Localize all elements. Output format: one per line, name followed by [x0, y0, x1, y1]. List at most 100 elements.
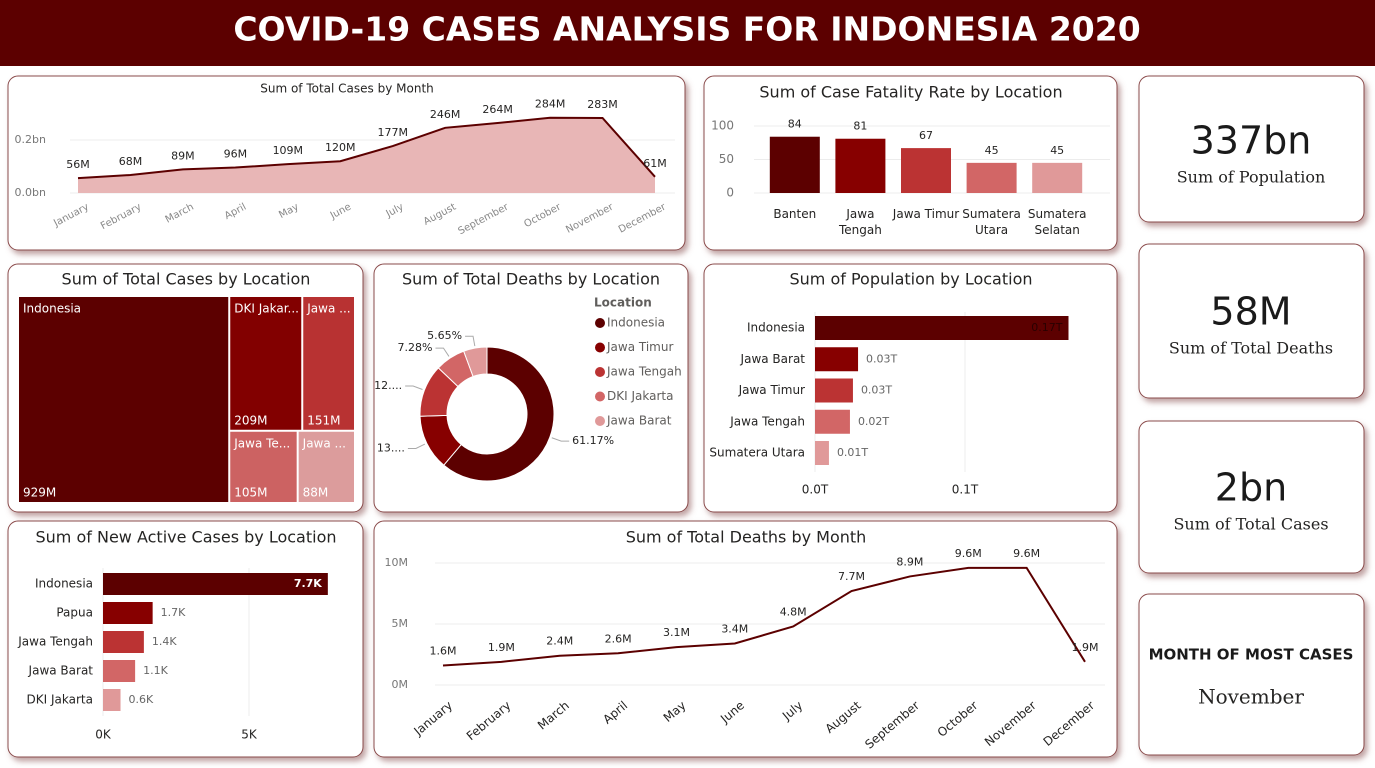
card — [1138, 420, 1365, 574]
dashboard-title: COVID-19 CASES ANALYSIS FOR INDONESIA 20… — [233, 10, 1140, 49]
data-label: 84 — [788, 118, 802, 131]
legend-label: Indonesia — [607, 316, 665, 330]
data-label: 1.4K — [152, 635, 177, 648]
x-tick-label: 0.0T — [802, 483, 829, 497]
treemap-label: Jawa ... — [302, 436, 346, 450]
data-label: 151M — [307, 413, 340, 427]
legend-swatch — [595, 318, 605, 328]
card-label: Sum of Total Cases — [1173, 515, 1328, 534]
bar — [815, 316, 1069, 340]
x-tick-label-box: Jawa Tengah — [838, 207, 882, 237]
legend-label: Jawa Timur — [606, 340, 673, 354]
y-tick-label: DKI Jakarta — [27, 693, 93, 707]
data-label: 2.4M — [546, 635, 573, 648]
y-tick-label: 50 — [719, 152, 734, 166]
legend-title: Location — [594, 296, 652, 310]
data-label: 56M — [66, 158, 90, 171]
data-label: 3.4M — [721, 623, 748, 636]
card-label: MONTH OF MOST CASES — [1149, 646, 1354, 664]
panel — [373, 520, 1118, 758]
data-label: 61M — [643, 157, 667, 170]
treemap-label: Indonesia — [23, 302, 81, 316]
data-label: 1.7K — [161, 606, 186, 619]
data-label: 0.02T — [858, 415, 889, 428]
treemap-label: DKI Jakar... — [234, 302, 299, 316]
treemap-cell — [19, 297, 229, 502]
chart-title: Sum of Case Fatality Rate by Location — [759, 83, 1062, 102]
y-tick-label: 100 — [711, 119, 734, 133]
data-label: 0.01T — [837, 446, 868, 459]
y-tick-label: 10M — [385, 556, 409, 569]
y-tick-label: 0.2bn — [15, 133, 46, 146]
bar — [815, 378, 853, 403]
line — [442, 566, 1086, 667]
x-tick-label: 0.1T — [952, 483, 979, 497]
treemap-cell — [230, 431, 297, 502]
legend-label: DKI Jakarta — [607, 389, 673, 403]
x-tick-label: 5K — [241, 728, 258, 742]
card — [1138, 243, 1365, 399]
legend-label: Jawa Tengah — [606, 365, 682, 379]
card-label: Sum of Population — [1177, 168, 1326, 187]
leader-line — [435, 347, 450, 357]
chart-title: Sum of Total Deaths by Month — [626, 528, 867, 547]
bar — [966, 162, 1017, 193]
legend-swatch — [595, 342, 605, 353]
data-label: 96M — [224, 148, 248, 161]
data-label: 67 — [919, 129, 933, 142]
treemap-cell — [303, 297, 354, 430]
leader-line — [405, 385, 423, 390]
data-label: 12.... — [374, 379, 402, 392]
treemap-label: Jawa ... — [306, 302, 350, 316]
bar — [103, 631, 144, 653]
data-label: 13.... — [377, 441, 405, 454]
data-label: 68M — [119, 155, 143, 168]
data-label: 45 — [985, 144, 999, 157]
legend-swatch — [595, 391, 605, 402]
data-label: 4.8M — [780, 605, 807, 618]
data-label: 209M — [234, 413, 267, 427]
x-tick-label-box: Jawa Timur — [892, 207, 960, 221]
y-tick-label: 0M — [392, 678, 409, 691]
data-label: 109M — [273, 144, 304, 157]
data-label: 7.7M — [838, 570, 865, 583]
data-label: 246M — [430, 108, 461, 121]
y-tick-label: 5M — [392, 617, 409, 630]
bar — [769, 136, 820, 193]
data-label: 61.17% — [572, 434, 614, 447]
data-label: 2.6M — [605, 632, 632, 645]
data-label: 81 — [853, 120, 867, 133]
legend-swatch — [595, 416, 605, 426]
bar — [103, 660, 136, 682]
bar — [103, 573, 328, 595]
y-tick-label: Sumatera Utara — [709, 446, 805, 460]
x-tick-label: 0K — [95, 728, 112, 742]
card-value: 58M — [1210, 290, 1291, 334]
card-value: 337bn — [1191, 119, 1312, 163]
card-value: November — [1198, 685, 1304, 709]
area-line — [77, 116, 656, 180]
x-tick-label: Jawa Tengah — [838, 207, 882, 237]
y-tick-label: 0.0bn — [15, 186, 46, 199]
card — [1138, 593, 1365, 756]
x-tick-label-box: Banten — [773, 207, 816, 221]
y-tick-label: Papua — [56, 606, 93, 620]
y-tick-label: Jawa Tengah — [729, 414, 805, 428]
x-tick-label: Sumatera Utara — [962, 207, 1021, 237]
data-label: 0.17T — [1031, 321, 1062, 334]
donut-slice — [463, 346, 488, 378]
x-tick-label: Jawa Timur — [892, 207, 960, 221]
x-tick-label: Sumatera Selatan — [1027, 207, 1087, 237]
chart-title: Sum of Total Cases by Month — [260, 82, 434, 96]
data-label: 120M — [325, 141, 356, 154]
data-label: 8.9M — [896, 555, 923, 568]
data-label: 88M — [303, 486, 329, 500]
data-label: 105M — [234, 486, 267, 500]
data-label: 5.65% — [427, 329, 462, 342]
data-label: 1.9M — [488, 641, 515, 654]
area-fill — [78, 117, 655, 193]
data-label: 9.6M — [955, 547, 982, 560]
bar — [901, 148, 951, 193]
chart-title: Sum of Total Deaths by Location — [402, 270, 660, 289]
card-label: Sum of Total Deaths — [1169, 339, 1333, 358]
